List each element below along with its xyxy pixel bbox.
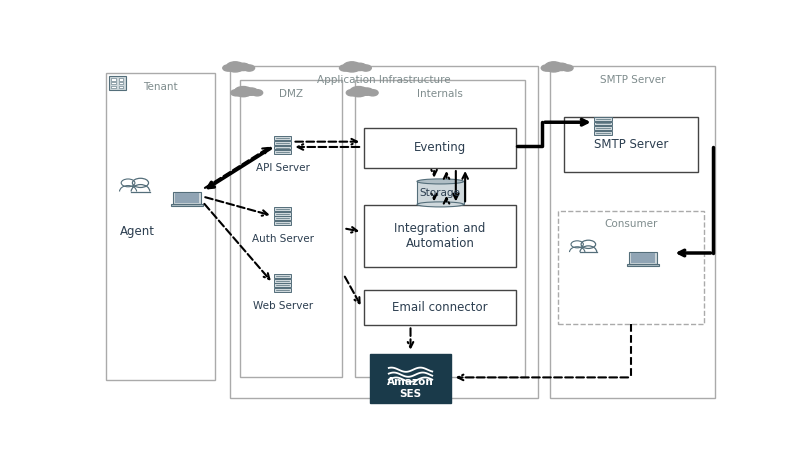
Circle shape (340, 65, 350, 71)
Circle shape (545, 62, 562, 72)
FancyBboxPatch shape (111, 82, 115, 84)
Circle shape (226, 62, 244, 72)
FancyBboxPatch shape (417, 181, 464, 204)
FancyBboxPatch shape (171, 204, 203, 206)
Circle shape (367, 90, 378, 96)
Ellipse shape (417, 179, 464, 184)
Circle shape (223, 65, 234, 71)
Text: DMZ: DMZ (279, 89, 303, 99)
Text: Consumer: Consumer (605, 219, 658, 230)
FancyBboxPatch shape (274, 274, 292, 278)
FancyBboxPatch shape (119, 82, 123, 84)
FancyBboxPatch shape (364, 128, 516, 168)
Text: Amazon
SES: Amazon SES (387, 377, 434, 399)
FancyBboxPatch shape (545, 66, 570, 69)
FancyBboxPatch shape (364, 290, 516, 325)
FancyBboxPatch shape (344, 66, 368, 69)
FancyBboxPatch shape (370, 354, 451, 403)
FancyBboxPatch shape (119, 78, 123, 80)
FancyBboxPatch shape (630, 252, 658, 264)
Circle shape (244, 65, 255, 71)
Text: API Server: API Server (256, 163, 309, 173)
Circle shape (237, 63, 250, 71)
FancyBboxPatch shape (274, 207, 292, 211)
FancyBboxPatch shape (274, 212, 292, 216)
FancyBboxPatch shape (274, 150, 292, 154)
Ellipse shape (417, 202, 464, 207)
Circle shape (231, 90, 242, 96)
Text: Tenant: Tenant (143, 82, 178, 92)
Circle shape (343, 62, 360, 72)
Text: Internals: Internals (417, 89, 463, 99)
Text: Integration and
Automation: Integration and Automation (394, 222, 485, 250)
FancyBboxPatch shape (119, 86, 123, 88)
FancyBboxPatch shape (173, 191, 201, 204)
FancyBboxPatch shape (274, 146, 292, 150)
FancyBboxPatch shape (274, 279, 292, 283)
Text: SMTP Server: SMTP Server (594, 138, 668, 151)
Circle shape (555, 63, 568, 71)
FancyBboxPatch shape (594, 126, 612, 130)
FancyBboxPatch shape (627, 264, 659, 266)
FancyBboxPatch shape (594, 131, 612, 134)
FancyBboxPatch shape (274, 141, 292, 145)
Circle shape (350, 87, 368, 97)
Text: Storage: Storage (420, 188, 461, 198)
Text: Application Infrastructure: Application Infrastructure (317, 74, 451, 84)
FancyBboxPatch shape (364, 205, 516, 267)
Circle shape (562, 65, 573, 71)
FancyBboxPatch shape (351, 90, 375, 94)
Circle shape (541, 65, 552, 71)
Text: Agent: Agent (120, 225, 155, 238)
Circle shape (360, 65, 372, 71)
FancyBboxPatch shape (274, 216, 292, 220)
FancyBboxPatch shape (274, 221, 292, 225)
Circle shape (235, 87, 252, 97)
FancyBboxPatch shape (594, 122, 612, 125)
Circle shape (346, 90, 357, 96)
Text: Eventing: Eventing (414, 141, 466, 154)
FancyBboxPatch shape (274, 136, 292, 140)
FancyBboxPatch shape (111, 78, 115, 80)
Text: Web Server: Web Server (252, 301, 312, 311)
Circle shape (353, 63, 366, 71)
Circle shape (245, 88, 258, 95)
FancyBboxPatch shape (594, 117, 612, 121)
FancyBboxPatch shape (109, 76, 127, 90)
FancyBboxPatch shape (565, 117, 698, 172)
FancyBboxPatch shape (111, 86, 115, 88)
Text: Auth Server: Auth Server (252, 234, 314, 244)
Text: SMTP Server: SMTP Server (600, 74, 665, 84)
FancyBboxPatch shape (175, 193, 199, 203)
Text: Email connector: Email connector (392, 301, 488, 314)
FancyBboxPatch shape (235, 90, 260, 94)
Circle shape (360, 88, 373, 95)
FancyBboxPatch shape (274, 288, 292, 292)
Circle shape (252, 90, 263, 96)
FancyBboxPatch shape (631, 253, 655, 263)
FancyBboxPatch shape (227, 66, 251, 69)
FancyBboxPatch shape (274, 283, 292, 287)
